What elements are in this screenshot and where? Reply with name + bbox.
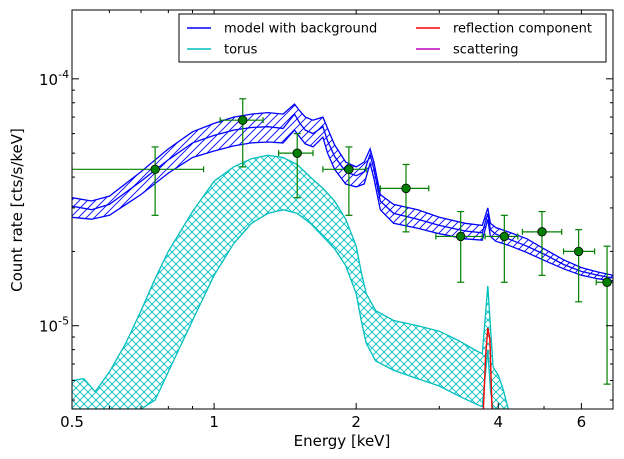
y-tick-exponent: -5 [58, 315, 69, 328]
data-point-2 [219, 98, 264, 168]
legend-entry: reflection component [416, 22, 592, 37]
legend-label: reflection component [453, 22, 592, 37]
legend: model with background reflection componen… [178, 13, 607, 63]
legend-box [178, 13, 607, 63]
x-tick-label: 1 [209, 413, 219, 431]
x-tick-label: 2 [351, 413, 361, 431]
y-tick-exponent: -4 [58, 68, 69, 81]
data-marker [602, 277, 612, 287]
x-tick-label: 6 [577, 413, 587, 431]
plot-frame [71, 9, 614, 410]
data-point-9 [562, 229, 596, 303]
data-marker [292, 148, 302, 158]
legend-label: model with background [224, 22, 377, 37]
torus-band-fill [72, 155, 509, 409]
x-tick-label: 0.5 [60, 413, 84, 431]
data-marker [344, 164, 354, 175]
y-tick-label: 10-5 [39, 315, 69, 336]
data-marker [573, 246, 584, 257]
data-point-5 [379, 163, 430, 233]
legend-entry: scattering [416, 43, 519, 58]
data-point-6 [435, 210, 483, 283]
legend-label: torus [224, 43, 258, 58]
data-point-4 [322, 146, 367, 216]
data-marker [455, 231, 466, 242]
x-tick-label: 4 [494, 413, 504, 431]
data-point-3 [278, 133, 314, 199]
y-axis-label: Count rate [cts/s/keV] [8, 128, 26, 292]
axis-ticks: 0.5 1 2 4 6 10-5 10-4 [39, 10, 614, 431]
legend-entry: model with background [187, 22, 377, 37]
data-point-8 [521, 210, 563, 276]
y-tick-label: 10-4 [39, 68, 69, 89]
data-marker [537, 227, 547, 237]
data-marker [150, 164, 160, 175]
torus-upper-line [72, 154, 509, 409]
legend-label: scattering [453, 43, 519, 58]
reflection-line [482, 327, 493, 409]
plot-area [72, 98, 613, 409]
data-point-7 [484, 214, 519, 283]
data-marker [499, 231, 510, 242]
legend-entry: torus [187, 43, 258, 58]
data-point-1 [72, 146, 205, 216]
x-axis-label: Energy [keV] [294, 432, 391, 450]
data-point-10 [595, 245, 613, 385]
data-marker [401, 183, 411, 194]
data-marker [238, 115, 248, 125]
